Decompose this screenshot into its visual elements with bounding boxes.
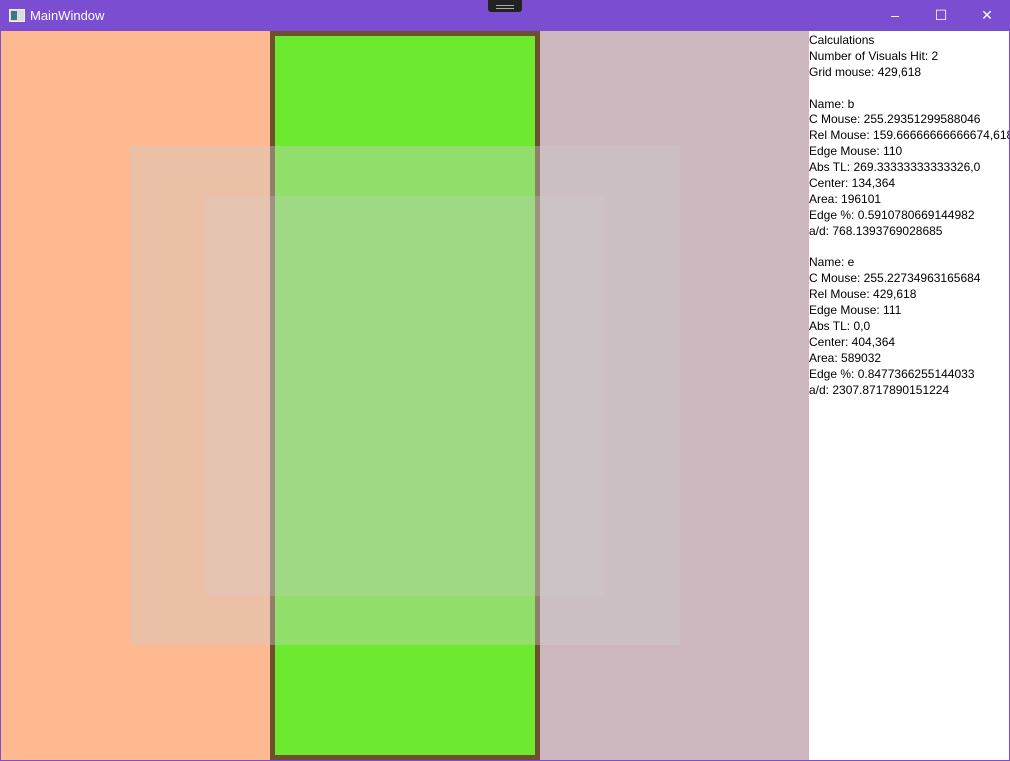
info-line: Edge %: 0.5910780669144982 bbox=[809, 207, 975, 222]
middle-pane-b[interactable] bbox=[270, 31, 540, 760]
inner-overlay-rect bbox=[205, 196, 604, 596]
info-line: Rel Mouse: 429,618 bbox=[809, 287, 917, 302]
info-line: Edge Mouse: 111 bbox=[809, 303, 902, 318]
info-line: Abs TL: 269.33333333333326,0 bbox=[809, 160, 981, 175]
minimize-button[interactable]: – bbox=[891, 7, 899, 23]
right-pane[interactable] bbox=[540, 31, 809, 760]
info-line: C Mouse: 255.22734963165684 bbox=[809, 271, 981, 286]
info-line: Area: 589032 bbox=[809, 350, 882, 365]
info-line: Area: 196101 bbox=[809, 191, 882, 206]
info-line: a/d: 768.1393769028685 bbox=[809, 223, 943, 238]
info-line: Center: 134,364 bbox=[809, 176, 896, 191]
app-icon bbox=[9, 9, 25, 22]
main-grid[interactable]: Calculations Number of Visuals Hit: 2 Grid… bbox=[1, 31, 1009, 760]
info-line bbox=[809, 240, 1009, 256]
info-line: Name: e bbox=[809, 255, 855, 270]
info-line: a/d: 2307.8717890151224 bbox=[809, 382, 950, 397]
close-button[interactable]: ✕ bbox=[981, 7, 993, 23]
info-line: Abs TL: 0,0 bbox=[809, 319, 871, 334]
info-line: Name: b bbox=[809, 96, 855, 111]
info-line: Edge Mouse: 110 bbox=[809, 144, 903, 159]
maximize-button[interactable]: ☐ bbox=[934, 7, 948, 23]
window-title: MainWindow bbox=[30, 8, 105, 23]
info-line: Number of Visuals Hit: 2 bbox=[809, 48, 939, 63]
calculations-panel: Calculations Number of Visuals Hit: 2 Grid… bbox=[809, 33, 1009, 399]
calculations-heading: Calculations bbox=[809, 33, 875, 47]
info-line: C Mouse: 255.29351299588046 bbox=[809, 112, 981, 127]
info-line: Rel Mouse: 159.66666666666674,618 bbox=[809, 128, 1009, 143]
info-line: Edge %: 0.8477366255144033 bbox=[809, 366, 975, 381]
info-line: Center: 404,364 bbox=[809, 334, 896, 349]
outer-overlay-rect bbox=[130, 146, 680, 645]
title-bar[interactable]: MainWindow – ☐ ✕ bbox=[0, 0, 1010, 31]
info-line: Grid mouse: 429,618 bbox=[809, 64, 922, 79]
snap-grip-handle[interactable] bbox=[488, 0, 522, 12]
info-line bbox=[809, 81, 1009, 97]
left-pane[interactable] bbox=[1, 31, 270, 760]
